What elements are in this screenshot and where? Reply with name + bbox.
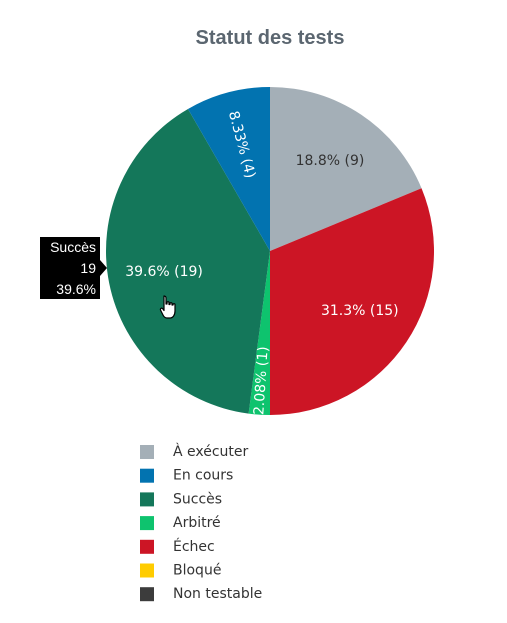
legend-item-label[interactable]: Bloqué bbox=[173, 563, 221, 579]
legend-item-label[interactable]: À exécuter bbox=[173, 443, 249, 460]
legend-swatch bbox=[140, 516, 154, 531]
legend-swatch bbox=[140, 587, 154, 602]
pie-slice[interactable] bbox=[188, 87, 270, 251]
pie-slices bbox=[105, 87, 434, 415]
legend-swatch bbox=[140, 539, 154, 554]
legend-swatch bbox=[140, 492, 154, 507]
pie-slice[interactable] bbox=[248, 251, 270, 415]
legend-swatch bbox=[140, 445, 154, 459]
legend-swatch bbox=[140, 468, 154, 483]
pie-slice[interactable] bbox=[270, 87, 422, 251]
slice-label: 2.08% (1) bbox=[251, 346, 271, 416]
hand-cursor-icon bbox=[159, 295, 176, 319]
pie-slice[interactable] bbox=[105, 108, 270, 414]
legend-item-label[interactable]: Succès bbox=[173, 491, 222, 507]
tooltip: Succès 19 39.6% bbox=[40, 237, 107, 299]
legend-item-label[interactable]: En cours bbox=[173, 468, 233, 484]
tooltip-count: 19 bbox=[80, 260, 96, 276]
slice-label: 39.6% (19) bbox=[125, 264, 203, 280]
tooltip-series: Succès bbox=[50, 239, 96, 255]
legend-item-label[interactable]: Échec bbox=[173, 538, 215, 555]
legend-item-label[interactable]: Non testable bbox=[173, 586, 262, 602]
legend-item-label[interactable]: Arbitré bbox=[173, 515, 221, 531]
chart-title: Statut des tests bbox=[196, 27, 345, 49]
tooltip-box bbox=[40, 237, 100, 299]
slice-label: 18.8% (9) bbox=[296, 153, 365, 169]
legend-swatch bbox=[140, 563, 154, 578]
legend: À exécuter En cours Succès Arbitré Échec Bloq… bbox=[140, 443, 262, 602]
tooltip-pointer bbox=[100, 260, 107, 276]
slice-label: 31.3% (15) bbox=[321, 303, 399, 319]
pie-labels: 18.8% (9)31.3% (15)2.08% (1)39.6% (19)8.… bbox=[125, 109, 398, 415]
pie-slice[interactable] bbox=[270, 188, 434, 415]
tooltip-percent: 39.6% bbox=[56, 281, 96, 297]
